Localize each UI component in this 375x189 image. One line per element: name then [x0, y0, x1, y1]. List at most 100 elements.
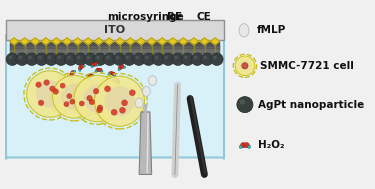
Circle shape	[92, 63, 95, 67]
Circle shape	[87, 56, 90, 59]
Circle shape	[112, 72, 116, 76]
Polygon shape	[168, 38, 177, 45]
Polygon shape	[73, 38, 82, 45]
Circle shape	[201, 53, 213, 65]
Circle shape	[44, 80, 50, 85]
Circle shape	[105, 85, 108, 87]
Circle shape	[96, 64, 99, 66]
Circle shape	[87, 75, 91, 79]
Circle shape	[244, 143, 249, 148]
Circle shape	[87, 95, 92, 101]
Polygon shape	[116, 38, 124, 45]
Circle shape	[105, 86, 111, 92]
Circle shape	[79, 69, 81, 71]
Text: fMLP: fMLP	[256, 25, 286, 35]
Circle shape	[74, 53, 87, 65]
Circle shape	[126, 56, 129, 59]
Circle shape	[96, 56, 100, 59]
Circle shape	[89, 74, 93, 77]
Circle shape	[123, 53, 135, 65]
Polygon shape	[126, 38, 135, 45]
Circle shape	[118, 66, 122, 70]
Circle shape	[53, 75, 95, 118]
Circle shape	[106, 56, 110, 59]
Circle shape	[36, 82, 41, 88]
Circle shape	[16, 53, 28, 65]
Circle shape	[94, 53, 106, 65]
Polygon shape	[10, 38, 18, 45]
Circle shape	[194, 56, 197, 59]
Ellipse shape	[148, 76, 157, 86]
Circle shape	[142, 53, 155, 65]
Circle shape	[94, 62, 98, 66]
Bar	[10, 42, 220, 47]
Polygon shape	[147, 38, 156, 45]
Circle shape	[101, 70, 103, 72]
Circle shape	[123, 66, 126, 68]
Ellipse shape	[239, 24, 249, 37]
Bar	[10, 49, 220, 54]
Circle shape	[120, 107, 126, 113]
Circle shape	[45, 53, 57, 65]
Text: AgPt nanoparticle: AgPt nanoparticle	[258, 100, 364, 110]
Circle shape	[48, 56, 51, 59]
Text: RE: RE	[167, 12, 183, 22]
Circle shape	[116, 56, 120, 59]
Circle shape	[113, 53, 126, 65]
Bar	[10, 46, 220, 50]
Circle shape	[129, 90, 135, 96]
Circle shape	[60, 83, 65, 88]
Circle shape	[100, 86, 102, 88]
Circle shape	[213, 56, 217, 59]
Polygon shape	[158, 38, 166, 45]
Circle shape	[97, 107, 102, 113]
Circle shape	[117, 82, 120, 84]
Polygon shape	[52, 38, 61, 45]
Circle shape	[67, 94, 72, 99]
Circle shape	[70, 76, 73, 78]
Circle shape	[135, 56, 139, 59]
Circle shape	[165, 56, 168, 59]
Polygon shape	[41, 38, 50, 45]
Circle shape	[9, 56, 12, 59]
Ellipse shape	[142, 86, 150, 96]
Circle shape	[71, 70, 75, 74]
Circle shape	[152, 53, 165, 65]
Circle shape	[92, 75, 94, 77]
Circle shape	[87, 78, 89, 80]
Circle shape	[83, 85, 111, 112]
Polygon shape	[94, 38, 103, 45]
Circle shape	[64, 102, 69, 107]
Bar	[6, 20, 224, 40]
Polygon shape	[179, 38, 188, 45]
Circle shape	[191, 53, 204, 65]
Circle shape	[94, 76, 144, 126]
Circle shape	[61, 84, 87, 110]
Circle shape	[83, 65, 85, 67]
Text: ITO: ITO	[105, 25, 126, 35]
Circle shape	[155, 56, 158, 59]
Polygon shape	[136, 38, 146, 45]
Circle shape	[241, 143, 246, 148]
Circle shape	[182, 53, 194, 65]
Circle shape	[237, 97, 253, 113]
Polygon shape	[63, 38, 72, 45]
Circle shape	[133, 53, 145, 65]
Circle shape	[114, 78, 118, 82]
Circle shape	[6, 53, 18, 65]
Circle shape	[114, 74, 116, 77]
Circle shape	[118, 68, 120, 71]
Circle shape	[240, 99, 245, 105]
Polygon shape	[20, 38, 29, 45]
Polygon shape	[31, 38, 40, 45]
Circle shape	[204, 56, 207, 59]
Circle shape	[100, 84, 104, 87]
Text: SMMC-7721 cell: SMMC-7721 cell	[260, 61, 354, 71]
Circle shape	[64, 53, 77, 65]
Circle shape	[162, 53, 174, 65]
Circle shape	[80, 64, 84, 68]
Text: H₂O₂: H₂O₂	[258, 140, 285, 150]
Circle shape	[38, 100, 44, 106]
Circle shape	[28, 56, 32, 59]
Circle shape	[74, 70, 76, 73]
